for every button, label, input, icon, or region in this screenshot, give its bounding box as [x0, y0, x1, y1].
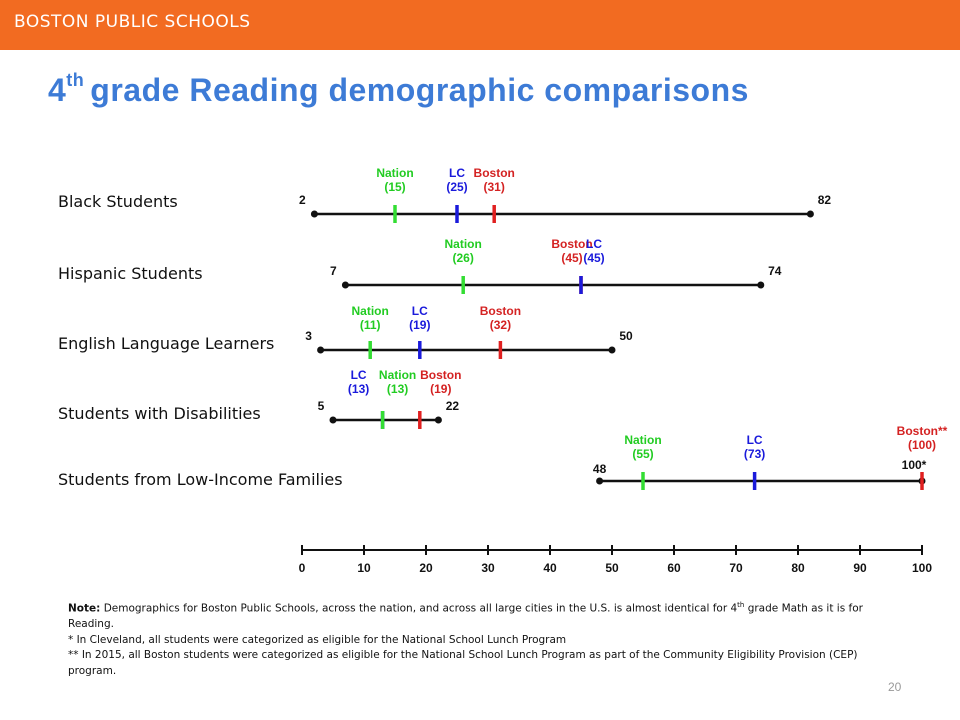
row-label-black: Black Students: [58, 192, 178, 211]
range-min-dot: [596, 477, 604, 485]
range-max-label: 82: [818, 193, 832, 207]
range-min-label: 2: [299, 193, 306, 207]
note-line-3: ** In 2015, all Boston students were cat…: [68, 649, 858, 677]
x-tick-label: 20: [419, 561, 433, 575]
marker-name-label: Nation: [376, 166, 413, 180]
marker-name-label: LC: [412, 304, 428, 318]
page-number: 20: [888, 680, 902, 694]
x-tick-label: 30: [481, 561, 495, 575]
marker-value-label: (11): [360, 318, 381, 332]
note-label: Note:: [68, 602, 101, 615]
marker-value-label: (26): [453, 251, 474, 265]
marker-name-label: Boston**: [897, 424, 948, 438]
range-min-label: 3: [305, 329, 312, 343]
marker-value-label: (25): [446, 180, 467, 194]
note-text-b: grade Math as it is for Reading.: [68, 602, 863, 631]
marker-name-label: LC: [351, 368, 367, 382]
footnote: Note: Demographics for Boston Public Sch…: [68, 598, 868, 679]
marker-value-label: (19): [430, 382, 451, 396]
range-min-label: 48: [593, 462, 607, 476]
marker-name-label: LC: [586, 237, 602, 251]
marker-value-label: (45): [561, 251, 582, 265]
marker-value-label: (73): [744, 447, 765, 461]
row-label-low-income: Students from Low-Income Families: [58, 470, 343, 489]
range-max-dot: [434, 416, 442, 424]
marker-name-label: Nation: [352, 304, 389, 318]
range-min-dot: [341, 281, 349, 289]
range-max-dot: [757, 281, 765, 289]
x-tick-label: 40: [543, 561, 557, 575]
marker-value-label: (13): [387, 382, 408, 396]
range-min-dot: [329, 416, 337, 424]
x-tick-label: 90: [853, 561, 867, 575]
range-max-dot: [806, 210, 814, 218]
marker-value-label: (32): [490, 318, 511, 332]
row-label-ell: English Language Learners: [58, 334, 275, 353]
org-name: BOSTON PUBLIC SCHOOLS: [14, 12, 251, 32]
x-tick-label: 60: [667, 561, 681, 575]
row-label-disabilities: Students with Disabilities: [58, 404, 261, 423]
range-min-dot: [310, 210, 318, 218]
marker-value-label: (19): [409, 318, 430, 332]
header-bar: BOSTON PUBLIC SCHOOLS: [0, 0, 960, 50]
range-min-dot: [317, 346, 325, 354]
range-max-label: 50: [619, 329, 633, 343]
marker-value-label: (15): [384, 180, 405, 194]
page-title: 4th grade Reading demographic comparisons: [48, 70, 749, 109]
note-line-2: * In Cleveland, all students were catego…: [68, 633, 567, 646]
range-min-label: 7: [330, 264, 337, 278]
note-superscript: th: [737, 601, 745, 609]
title-superscript: th: [66, 70, 85, 90]
marker-name-label: Boston: [420, 368, 461, 382]
range-max-label: 22: [446, 399, 460, 413]
x-tick-label: 80: [791, 561, 805, 575]
range-max-dot: [608, 346, 616, 354]
x-tick-label: 100: [912, 561, 932, 575]
marker-value-label: (100): [908, 438, 936, 452]
x-tick-label: 70: [729, 561, 743, 575]
marker-name-label: Nation: [624, 433, 661, 447]
title-grade: 4: [48, 72, 67, 108]
note-text-a: Demographics for Boston Public Schools, …: [103, 602, 738, 615]
x-tick-label: 10: [357, 561, 371, 575]
marker-value-label: (55): [632, 447, 653, 461]
marker-name-label: Boston: [474, 166, 515, 180]
title-text: grade Reading demographic comparisons: [90, 72, 749, 108]
range-max-label: 74: [768, 264, 782, 278]
marker-value-label: (45): [583, 251, 604, 265]
marker-name-label: LC: [449, 166, 465, 180]
marker-value-label: (13): [348, 382, 369, 396]
marker-name-label: Nation: [379, 368, 416, 382]
marker-name-label: Boston: [480, 304, 521, 318]
x-tick-label: 0: [299, 561, 306, 575]
marker-value-label: (31): [484, 180, 505, 194]
marker-name-label: Nation: [445, 237, 482, 251]
x-tick-label: 50: [605, 561, 619, 575]
marker-name-label: LC: [747, 433, 763, 447]
range-max-label: 100*: [902, 458, 927, 472]
marker-name-label: Boston: [551, 237, 592, 251]
range-min-label: 5: [318, 399, 325, 413]
row-label-hispanic: Hispanic Students: [58, 264, 203, 283]
note-line-1: Note: Demographics for Boston Public Sch…: [68, 598, 868, 633]
